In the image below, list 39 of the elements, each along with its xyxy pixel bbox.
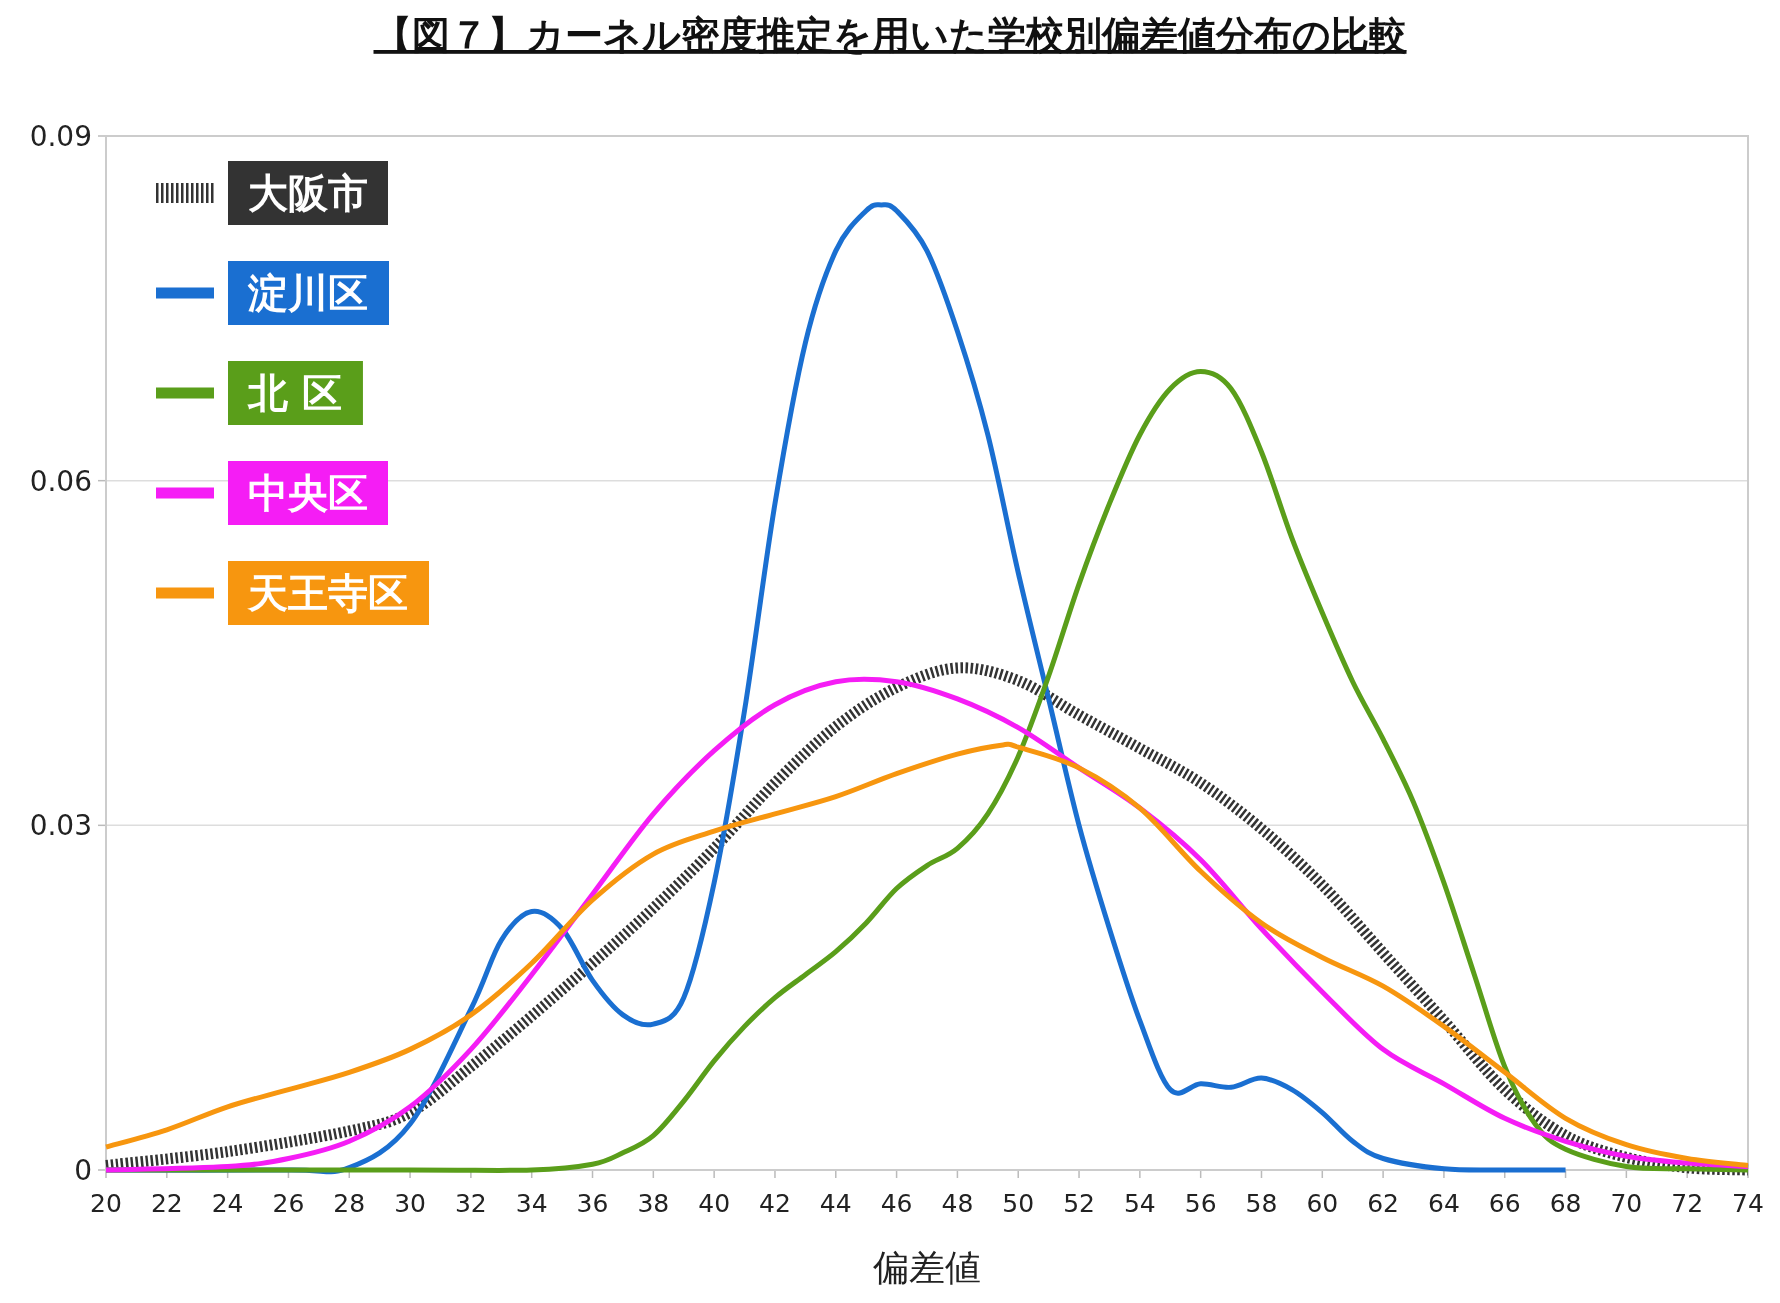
x-tick-label: 70 — [1610, 1189, 1643, 1218]
x-tick-label: 74 — [1732, 1189, 1764, 1218]
y-tick-label: 0 — [74, 1154, 92, 1187]
x-tick-label: 54 — [1123, 1189, 1156, 1218]
x-tick-label: 46 — [880, 1189, 913, 1218]
x-tick-label: 52 — [1063, 1189, 1095, 1218]
y-tick-label: 0.03 — [29, 809, 92, 843]
x-axis-title: 偏差値 — [873, 1247, 981, 1288]
x-tick-label: 34 — [515, 1189, 548, 1218]
chart-title: 【図７】カーネル密度推定を用いた学校別偏差値分布の比較 — [373, 12, 1407, 57]
x-tick-label: 68 — [1549, 1189, 1582, 1218]
x-tick-label: 72 — [1671, 1189, 1704, 1218]
legend-label: 大阪市 — [248, 170, 368, 216]
x-tick-label: 40 — [698, 1189, 731, 1218]
x-tick-label: 24 — [211, 1189, 244, 1218]
x-tick-label: 50 — [1002, 1189, 1035, 1218]
x-tick-label: 44 — [819, 1189, 852, 1218]
x-tick-label: 60 — [1306, 1189, 1339, 1218]
x-tick-label: 28 — [333, 1189, 366, 1218]
legend-label: 淀川区 — [247, 270, 368, 316]
x-tick-label: 42 — [759, 1189, 791, 1218]
x-tick-label: 38 — [637, 1189, 670, 1218]
x-tick-label: 20 — [90, 1189, 122, 1218]
y-tick-label: 0.06 — [29, 464, 92, 498]
legend-label: 中央区 — [248, 470, 368, 516]
x-tick-label: 56 — [1184, 1189, 1217, 1218]
x-tick-label: 30 — [394, 1189, 426, 1218]
x-tick-label: 48 — [941, 1189, 974, 1218]
x-tick-label: 26 — [272, 1189, 305, 1218]
y-tick-label: 0.09 — [29, 120, 92, 153]
x-tick-label: 22 — [150, 1189, 183, 1218]
x-tick-label: 58 — [1245, 1189, 1278, 1218]
legend-label: 北 区 — [247, 370, 342, 416]
x-tick-label: 36 — [576, 1189, 609, 1218]
x-tick-label: 66 — [1488, 1189, 1521, 1218]
x-tick-label: 64 — [1428, 1189, 1460, 1218]
legend-label: 天王寺区 — [247, 570, 408, 616]
x-tick-label: 62 — [1367, 1189, 1400, 1218]
x-tick-label: 32 — [454, 1189, 487, 1218]
